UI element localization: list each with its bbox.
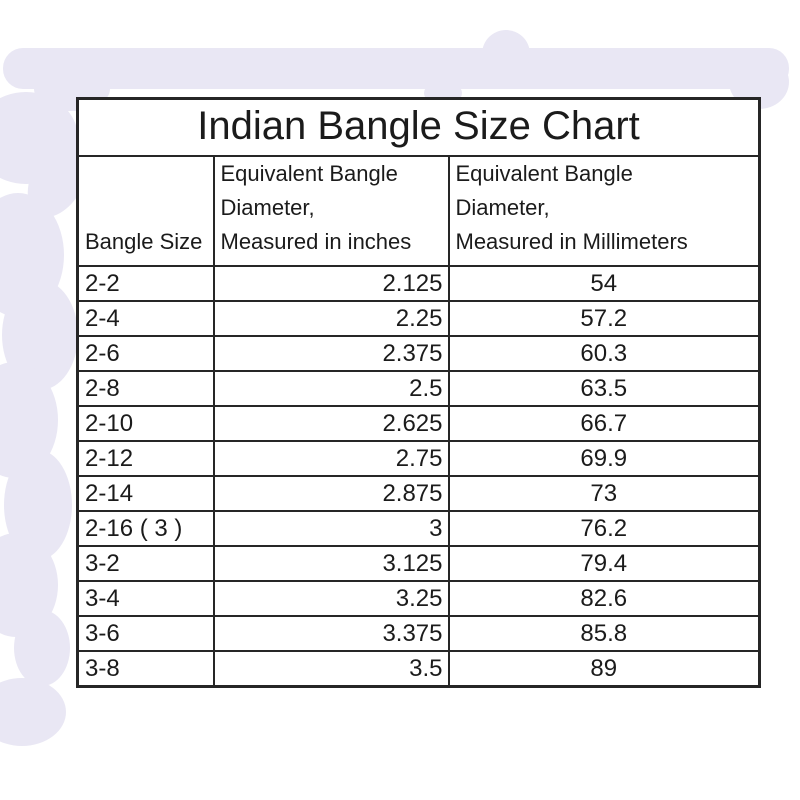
table-row: 2-8 2.5 63.5 bbox=[76, 370, 761, 407]
header-line: Diameter, bbox=[455, 195, 550, 220]
table-row: 3-6 3.375 85.8 bbox=[76, 615, 761, 652]
cell-bangle-size: 2-16 ( 3 ) bbox=[76, 510, 215, 547]
cell-bangle-size: 2-12 bbox=[76, 440, 215, 477]
cell-diameter-mm: 54 bbox=[447, 265, 761, 302]
header-bangle-size: Bangle Size bbox=[76, 155, 215, 267]
table-row: 2-12 2.75 69.9 bbox=[76, 440, 761, 477]
cell-bangle-size: 3-2 bbox=[76, 545, 215, 582]
header-row: Bangle Size Equivalent Bangle Diameter, … bbox=[76, 155, 761, 267]
cell-bangle-size: 2-10 bbox=[76, 405, 215, 442]
header-diameter-millimeters: Equivalent Bangle Diameter, Measured in … bbox=[447, 155, 761, 267]
table-row: 2-10 2.625 66.7 bbox=[76, 405, 761, 442]
cell-bangle-size: 2-2 bbox=[76, 265, 215, 302]
cell-bangle-size: 3-8 bbox=[76, 650, 215, 688]
cell-diameter-mm: 79.4 bbox=[447, 545, 761, 582]
chart-title: Indian Bangle Size Chart bbox=[76, 97, 761, 157]
cell-diameter-mm: 66.7 bbox=[447, 405, 761, 442]
cell-diameter-mm: 69.9 bbox=[447, 440, 761, 477]
cell-diameter-mm: 82.6 bbox=[447, 580, 761, 617]
table-row: 3-2 3.125 79.4 bbox=[76, 545, 761, 582]
cell-diameter-inches: 3 bbox=[212, 510, 450, 547]
header-line: Equivalent Bangle bbox=[455, 161, 633, 186]
cell-diameter-inches: 2.75 bbox=[212, 440, 450, 477]
table-row: 2-4 2.25 57.2 bbox=[76, 300, 761, 337]
title-row: Indian Bangle Size Chart bbox=[76, 97, 761, 157]
cell-diameter-inches: 2.25 bbox=[212, 300, 450, 337]
cell-bangle-size: 2-4 bbox=[76, 300, 215, 337]
cell-diameter-mm: 73 bbox=[447, 475, 761, 512]
cell-diameter-inches: 2.375 bbox=[212, 335, 450, 372]
cell-diameter-mm: 85.8 bbox=[447, 615, 761, 652]
cell-diameter-inches: 2.5 bbox=[212, 370, 450, 407]
cell-diameter-mm: 63.5 bbox=[447, 370, 761, 407]
cell-diameter-inches: 2.625 bbox=[212, 405, 450, 442]
cell-bangle-size: 2-14 bbox=[76, 475, 215, 512]
table-row: 2-14 2.875 73 bbox=[76, 475, 761, 512]
cell-diameter-inches: 3.375 bbox=[212, 615, 450, 652]
cell-bangle-size: 2-8 bbox=[76, 370, 215, 407]
header-line: Measured in Millimeters bbox=[455, 229, 688, 254]
bangle-size-chart-table: Indian Bangle Size Chart Bangle Size Equ… bbox=[76, 97, 761, 688]
table-row: 2-16 ( 3 ) 3 76.2 bbox=[76, 510, 761, 547]
cell-diameter-inches: 2.875 bbox=[212, 475, 450, 512]
cell-diameter-inches: 3.5 bbox=[212, 650, 450, 688]
cell-bangle-size: 2-6 bbox=[76, 335, 215, 372]
header-diameter-inches: Equivalent Bangle Diameter, Measured in … bbox=[212, 155, 450, 267]
cell-diameter-mm: 57.2 bbox=[447, 300, 761, 337]
header-line: Measured in inches bbox=[220, 229, 412, 254]
cell-diameter-inches: 3.125 bbox=[212, 545, 450, 582]
cell-diameter-mm: 76.2 bbox=[447, 510, 761, 547]
cell-diameter-inches: 2.125 bbox=[212, 265, 450, 302]
header-line: Diameter, bbox=[220, 195, 315, 220]
table-row: 3-4 3.25 82.6 bbox=[76, 580, 761, 617]
header-line: Equivalent Bangle bbox=[220, 161, 398, 186]
cell-bangle-size: 3-6 bbox=[76, 615, 215, 652]
cell-diameter-mm: 60.3 bbox=[447, 335, 761, 372]
header-line: Bangle Size bbox=[85, 229, 203, 254]
table-row: 2-6 2.375 60.3 bbox=[76, 335, 761, 372]
table-row: 2-2 2.125 54 bbox=[76, 265, 761, 302]
table-body: 2-2 2.125 54 2-4 2.25 57.2 2-6 2.375 60.3 2-8 2.5 6… bbox=[76, 265, 761, 688]
watermark-top-band bbox=[3, 48, 789, 89]
cell-bangle-size: 3-4 bbox=[76, 580, 215, 617]
table-row: 3-8 3.5 89 bbox=[76, 650, 761, 688]
cell-diameter-mm: 89 bbox=[447, 650, 761, 688]
cell-diameter-inches: 3.25 bbox=[212, 580, 450, 617]
